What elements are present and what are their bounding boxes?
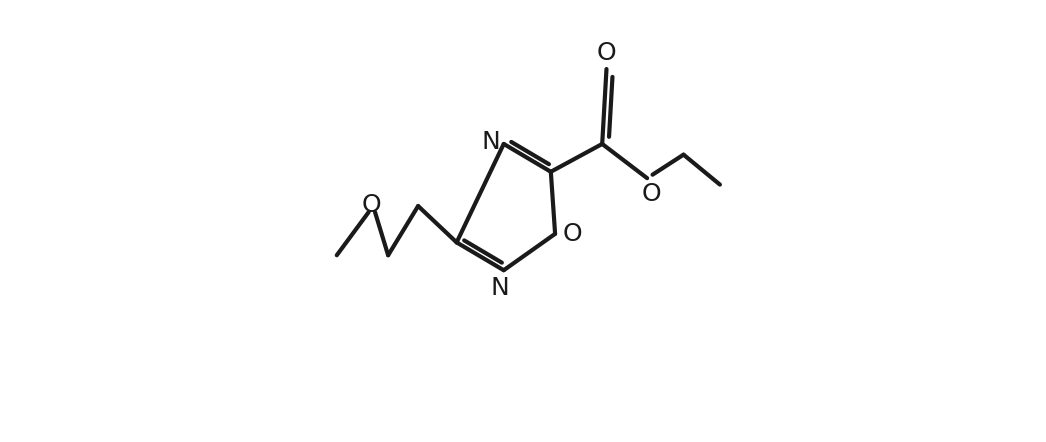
Text: O: O: [361, 193, 381, 217]
Text: O: O: [641, 183, 661, 206]
Text: O: O: [563, 222, 582, 246]
Text: N: N: [491, 276, 508, 300]
Text: O: O: [596, 41, 616, 65]
Text: N: N: [481, 130, 500, 154]
